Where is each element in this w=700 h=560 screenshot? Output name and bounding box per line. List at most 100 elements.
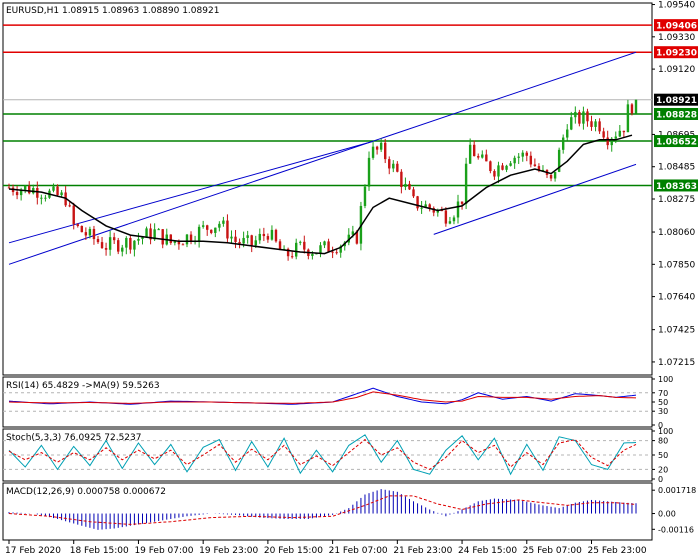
candle-body xyxy=(424,204,427,208)
candle-body xyxy=(226,220,229,239)
indicator-header: Stoch(5,3,3) 76.0925 72.5237 xyxy=(6,433,141,443)
candle-body xyxy=(319,245,322,254)
candle-body xyxy=(121,247,124,252)
candle-body xyxy=(242,237,245,244)
candle-body xyxy=(100,242,104,249)
x-tick-label: 18 Feb 15:00 xyxy=(70,546,129,556)
candle-body xyxy=(594,121,597,127)
candle-body xyxy=(218,223,221,228)
candle-body xyxy=(80,225,84,233)
y-tick-label: 1.08060 xyxy=(658,228,695,238)
candle-body xyxy=(214,227,217,233)
candle-body xyxy=(173,241,177,243)
y-tick-label: 1.09540 xyxy=(658,1,695,11)
indicator-tick-label: 0.001718 xyxy=(658,486,696,495)
candle-body xyxy=(76,224,79,226)
candle-body xyxy=(537,166,541,171)
candle-body xyxy=(347,234,350,243)
candle-body xyxy=(448,221,452,224)
candle-body xyxy=(129,238,132,250)
candle-body xyxy=(379,142,383,150)
candle-body xyxy=(295,242,298,257)
candle-body xyxy=(529,155,533,165)
candle-body xyxy=(161,229,164,245)
indicator-tick-label: 70 xyxy=(658,389,668,398)
candle-body xyxy=(210,229,213,233)
price-label: 1.08363 xyxy=(656,182,697,192)
candle-body xyxy=(416,196,419,209)
candle-body xyxy=(400,171,403,187)
candle-body xyxy=(112,237,116,241)
candle-body xyxy=(96,239,100,243)
x-tick-label: 17 Feb 2020 xyxy=(5,546,61,556)
candle-body xyxy=(206,225,209,230)
candle-body xyxy=(137,238,140,241)
candle-body xyxy=(181,244,185,246)
candle-body xyxy=(553,171,557,179)
rsi_ma-line xyxy=(8,391,637,404)
pane-border-macd xyxy=(2,482,653,541)
y-tick-label: 1.08275 xyxy=(658,195,695,205)
candle-body xyxy=(436,210,439,213)
candle-body xyxy=(355,231,359,244)
candle-body xyxy=(315,253,318,255)
candle-body xyxy=(52,186,55,191)
candle-body xyxy=(513,157,516,164)
candle-body xyxy=(570,117,573,130)
candle-body xyxy=(505,165,508,170)
x-tick-label: 19 Feb 23:00 xyxy=(199,546,258,556)
x-tick-label: 21 Feb 23:00 xyxy=(393,546,452,556)
stoch_signal-line xyxy=(8,438,637,470)
candle-body xyxy=(238,241,241,244)
channel-lower-line xyxy=(433,163,637,235)
indicator-tick-label: 0 xyxy=(658,421,663,430)
candle-body xyxy=(177,241,181,245)
price-label-bg xyxy=(654,93,698,106)
candle-body xyxy=(104,248,108,250)
candle-body xyxy=(250,235,253,246)
candle-body xyxy=(481,154,484,158)
candle-body xyxy=(634,99,638,114)
candle-body xyxy=(586,111,589,122)
y-tick-label: 1.09330 xyxy=(658,33,695,43)
candle-body xyxy=(72,205,75,225)
candle-body xyxy=(15,192,19,196)
candle-body xyxy=(189,234,193,242)
candle-body xyxy=(606,137,609,146)
channel-upper-line xyxy=(8,51,637,265)
candle-body xyxy=(125,238,128,248)
x-tick-label: 20 Feb 15:00 xyxy=(264,546,323,556)
y-tick-label: 1.07215 xyxy=(658,358,695,368)
candle-body xyxy=(19,189,23,196)
candle-body xyxy=(299,241,302,243)
candle-body xyxy=(489,161,492,172)
candle-body xyxy=(477,156,480,158)
price-label: 1.09230 xyxy=(656,49,697,59)
indicator-tick-label: 30 xyxy=(658,407,668,416)
candle-body xyxy=(351,231,355,235)
candle-body xyxy=(388,159,391,169)
candle-body xyxy=(375,146,379,150)
candle-body xyxy=(36,187,39,198)
candle-body xyxy=(278,241,282,251)
price-label-bg xyxy=(654,46,698,59)
indicator-tick-label: 100 xyxy=(658,427,673,436)
candle-body xyxy=(622,130,626,133)
candle-body xyxy=(517,156,520,158)
candle-body xyxy=(497,165,500,177)
candle-body xyxy=(521,152,524,157)
candle-body xyxy=(392,163,395,169)
candle-body xyxy=(339,246,342,253)
candle-body xyxy=(23,185,27,190)
candle-body xyxy=(108,237,112,250)
candle-body xyxy=(485,154,488,162)
candle-body xyxy=(367,157,371,187)
candle-body xyxy=(258,233,262,241)
candle-body xyxy=(541,169,545,171)
candle-body xyxy=(456,201,460,218)
candle-body xyxy=(60,192,63,196)
candle-body xyxy=(468,144,472,164)
candle-body xyxy=(197,226,201,242)
candle-body xyxy=(303,241,306,250)
